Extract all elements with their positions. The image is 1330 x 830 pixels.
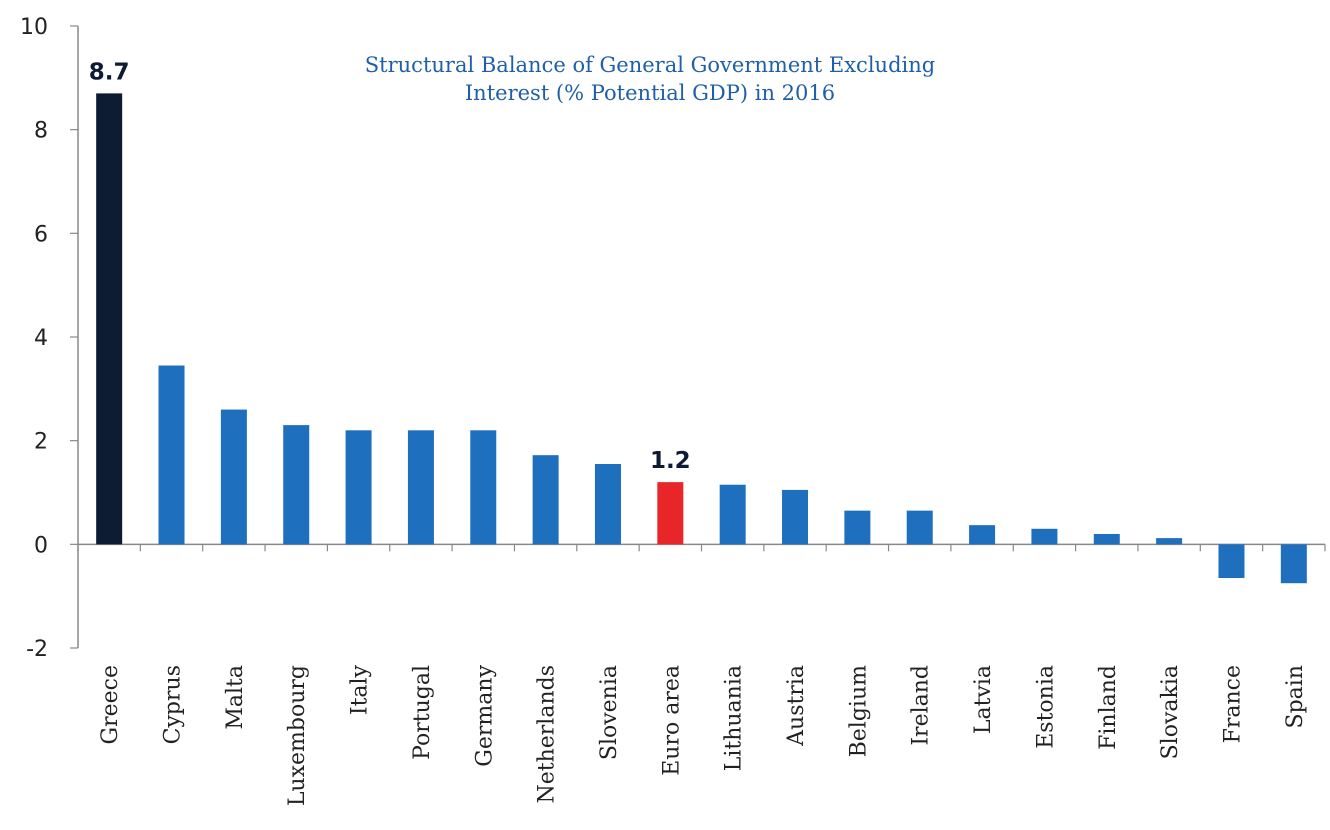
- bar-spain: [1280, 544, 1307, 584]
- bar-slovenia: [594, 463, 621, 545]
- x-tick-label: Spain: [1283, 665, 1308, 728]
- x-tick-label: Portugal: [410, 665, 435, 760]
- x-tick-label: Netherlands: [535, 665, 560, 804]
- x-tick-label: Slovenia: [597, 665, 622, 760]
- x-tick-label: Finland: [1096, 665, 1121, 750]
- bar-portugal: [407, 430, 434, 545]
- y-tick-label: 10: [20, 15, 48, 40]
- bars: Greece Cyprus Malta Luxembourg Italy Portugal…: [96, 93, 1308, 806]
- x-tick-label: Ireland: [909, 665, 934, 746]
- y-tick-label: 2: [34, 430, 48, 455]
- bar-lithuania: [719, 484, 746, 545]
- x-tick-label: Malta: [223, 665, 248, 730]
- chart-title: Structural Balance of General Government…: [365, 53, 935, 105]
- y-tick-label: 4: [34, 326, 48, 351]
- bar-finland: [1093, 533, 1120, 545]
- x-tick-label: Lithuania: [722, 665, 747, 771]
- bar-belgium: [844, 510, 871, 545]
- x-axis: [77, 543, 1326, 552]
- x-tick-label: France: [1220, 665, 1245, 743]
- chart-title-line-1: Structural Balance of General Government…: [365, 53, 935, 77]
- y-tick-label: 8: [34, 119, 48, 144]
- data-labels: 8.7 1.2: [89, 59, 691, 474]
- bar-slovakia: [1156, 538, 1183, 545]
- bar-cyprus: [158, 365, 185, 545]
- y-tick-label: 0: [34, 533, 48, 558]
- bar-germany: [470, 430, 497, 545]
- x-tick-label: Cyprus: [161, 665, 186, 744]
- y-tick-label: -2: [26, 637, 48, 662]
- y-axis: -2 0 2 4 6 8 10: [20, 15, 79, 662]
- bar-malta: [220, 409, 247, 545]
- x-tick-label: Estonia: [1033, 665, 1058, 749]
- bar-latvia: [969, 525, 996, 545]
- data-label: 1.2: [650, 448, 691, 474]
- x-tick-label: Italy: [348, 664, 373, 715]
- bar-ireland: [906, 510, 933, 545]
- bar-greece: [96, 93, 123, 545]
- bar-italy: [345, 430, 372, 545]
- bar-euro-area: [657, 482, 684, 545]
- x-tick-label: Euro area: [659, 665, 684, 776]
- x-tick-label: Germany: [472, 664, 497, 766]
- bar-estonia: [1031, 528, 1058, 545]
- x-tick-label: Belgium: [846, 665, 871, 758]
- x-tick-label: Latvia: [971, 665, 996, 734]
- bar-luxembourg: [283, 425, 310, 545]
- x-tick-label: Austria: [784, 665, 809, 747]
- data-label: 8.7: [89, 59, 130, 85]
- x-tick-label: Slovakia: [1158, 665, 1183, 759]
- x-tick-label: Greece: [98, 665, 123, 744]
- y-tick-label: 6: [34, 222, 48, 247]
- bar-netherlands: [532, 455, 559, 545]
- bar-france: [1218, 544, 1245, 579]
- bar-austria: [782, 489, 809, 545]
- chart-title-line-2: Interest (% Potential GDP) in 2016: [465, 81, 835, 105]
- x-tick-label: Luxembourg: [285, 665, 310, 806]
